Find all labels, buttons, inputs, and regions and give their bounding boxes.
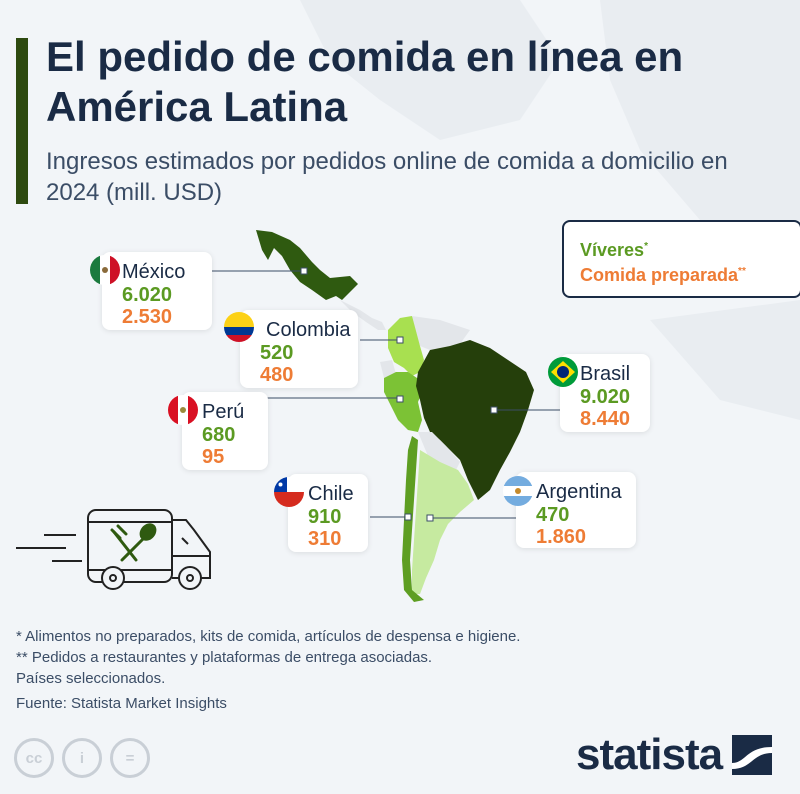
statista-logo[interactable]: statista	[576, 730, 773, 780]
prepared-value: 1.860	[536, 526, 587, 548]
page-title: El pedido de comida en línea en América …	[46, 33, 684, 130]
map-mexico	[256, 230, 358, 300]
groceries-value: 910	[308, 506, 342, 528]
country-name: México	[122, 261, 186, 283]
map-chile	[402, 436, 424, 602]
footnote-selected: Países seleccionados.	[16, 670, 166, 687]
flag-colombia-icon	[224, 312, 254, 342]
source-text: Fuente: Statista Market Insights	[16, 695, 227, 712]
country-name: Chile	[308, 483, 354, 505]
legend: Víveres* Comida preparada**	[562, 220, 800, 298]
flag-peru-icon	[168, 395, 198, 425]
footnote-prepared: ** Pedidos a restaurantes y plataformas …	[16, 649, 433, 666]
license-icons: cc i =	[14, 738, 150, 778]
footnote-groceries: * Alimentos no preparados, kits de comid…	[16, 628, 521, 645]
legend-groceries: Víveres*	[580, 240, 648, 260]
legend-prepared: Comida preparada**	[580, 265, 746, 285]
groceries-value: 470	[536, 504, 570, 526]
delivery-truck-icon	[16, 509, 211, 590]
prepared-value: 310	[308, 528, 342, 550]
groceries-value: 6.020	[122, 284, 173, 306]
flag-argentina-icon	[503, 476, 533, 506]
country-card-brasil: Brasil 9.020 8.440	[560, 354, 650, 432]
country-card-colombia: Colombia 520 480	[240, 310, 358, 388]
attribution-icon[interactable]: i	[62, 738, 102, 778]
flag-mexico-icon	[90, 255, 120, 285]
country-name: Colombia	[266, 319, 351, 341]
prepared-value: 480	[260, 364, 294, 386]
groceries-value: 680	[202, 424, 236, 446]
statista-logo-icon	[732, 735, 773, 775]
page-subtitle: Ingresos estimados por pedidos online de…	[46, 148, 728, 206]
prepared-value: 95	[202, 446, 225, 468]
country-name: Argentina	[536, 481, 622, 503]
country-name: Brasil	[580, 363, 631, 385]
country-card-mexico: México 6.020 2.530	[102, 252, 212, 330]
brand-wordmark: statista	[576, 730, 723, 779]
groceries-value: 520	[260, 342, 294, 364]
flag-brasil-icon	[548, 357, 578, 387]
country-name: Perú	[202, 401, 245, 423]
map-brazil	[416, 340, 534, 500]
groceries-value: 9.020	[580, 386, 631, 408]
map-colombia	[388, 316, 424, 376]
country-card-argentina: Argentina 470 1.860	[516, 472, 636, 548]
no-derivatives-icon[interactable]: =	[110, 738, 150, 778]
footnotes: * Alimentos no preparados, kits de comid…	[16, 626, 520, 714]
prepared-value: 2.530	[122, 306, 173, 328]
map-argentina	[412, 450, 474, 594]
flag-chile-icon	[274, 477, 304, 507]
title-accent-bar	[16, 38, 28, 204]
cc-icon[interactable]: cc	[14, 738, 54, 778]
prepared-value: 8.440	[580, 408, 631, 430]
